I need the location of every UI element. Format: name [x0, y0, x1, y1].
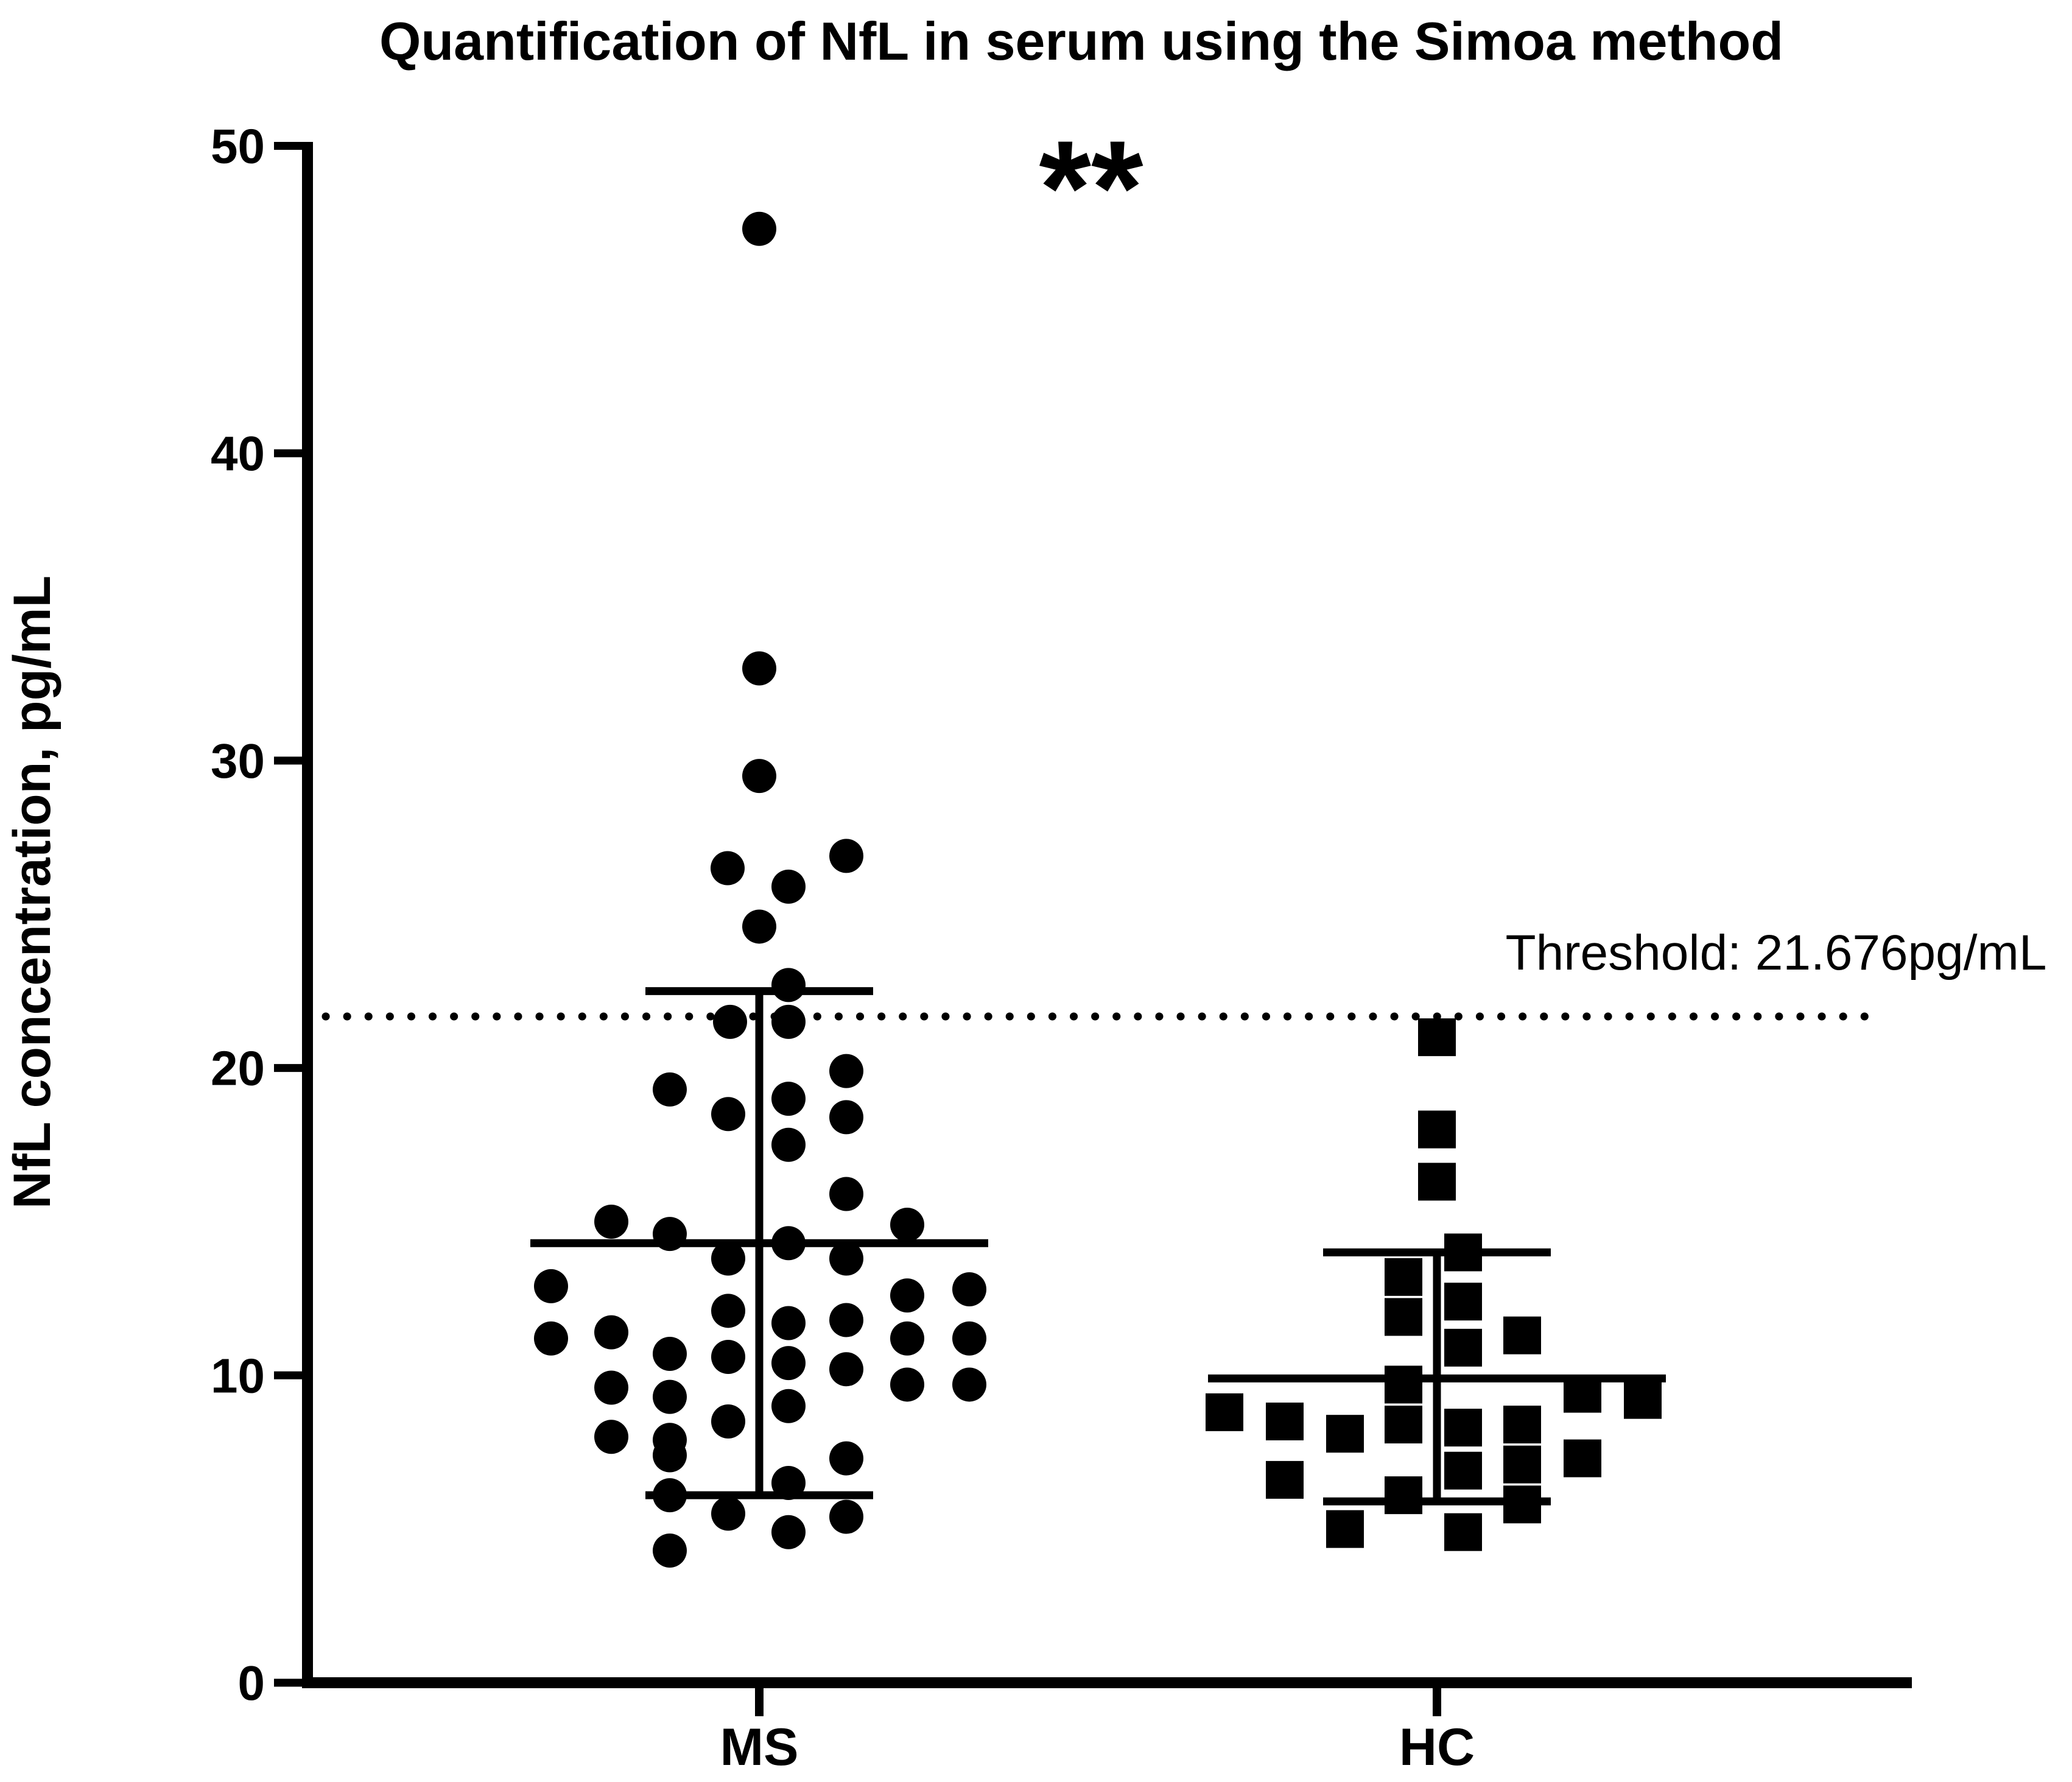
- significance-stars: **: [1039, 113, 1143, 262]
- y-axis-tick-label: 10: [211, 1348, 265, 1403]
- data-point-circle-MS: [829, 1303, 863, 1337]
- data-point-circle-MS: [829, 839, 863, 873]
- data-point-circle-MS: [890, 1321, 924, 1356]
- data-point-circle-MS: [952, 1272, 986, 1306]
- data-point-circle-MS: [771, 1127, 806, 1162]
- data-point-circle-MS: [713, 1004, 747, 1039]
- data-point-circle-MS: [829, 1054, 863, 1088]
- data-point-square-HC: [1564, 1439, 1601, 1477]
- data-point-circle-MS: [829, 1352, 863, 1387]
- data-point-circle-MS: [771, 1306, 806, 1340]
- data-point-circle-MS: [711, 1340, 745, 1375]
- data-point-square-HC: [1444, 1328, 1482, 1367]
- threshold-label: Threshold: 21.676pg/mL: [1506, 925, 2047, 981]
- data-point-square-HC: [1444, 1233, 1482, 1272]
- data-point-square-HC: [1564, 1375, 1601, 1413]
- data-point-circle-MS: [890, 1207, 924, 1242]
- data-point-square-HC: [1624, 1381, 1662, 1419]
- data-point-square-HC: [1444, 1283, 1482, 1321]
- data-points-layer: [534, 211, 1662, 1568]
- data-point-circle-MS: [742, 909, 776, 944]
- data-point-circle-MS: [653, 1533, 687, 1568]
- data-point-circle-MS: [771, 1515, 806, 1549]
- data-point-circle-MS: [829, 1241, 863, 1276]
- data-point-square-HC: [1418, 1163, 1456, 1201]
- data-point-square-HC: [1444, 1513, 1482, 1551]
- data-point-circle-MS: [771, 1226, 806, 1261]
- data-point-square-HC: [1206, 1393, 1243, 1431]
- data-point-circle-MS: [890, 1278, 924, 1313]
- data-point-circle-MS: [653, 1072, 687, 1107]
- data-point-circle-MS: [711, 851, 745, 886]
- y-axis-tick-label: 20: [211, 1041, 265, 1096]
- data-point-circle-MS: [952, 1321, 986, 1356]
- data-point-square-HC: [1503, 1485, 1541, 1524]
- data-point-circle-MS: [594, 1204, 628, 1239]
- data-point-square-HC: [1385, 1365, 1422, 1404]
- data-point-square-HC: [1503, 1445, 1541, 1484]
- chart-title: Quantification of NfL in serum using the…: [379, 11, 1783, 71]
- data-point-square-HC: [1503, 1406, 1541, 1444]
- data-point-circle-MS: [653, 1438, 687, 1473]
- data-point-circle-MS: [829, 1441, 863, 1476]
- data-point-circle-MS: [771, 1346, 806, 1381]
- data-point-circle-MS: [771, 869, 806, 904]
- data-point-circle-MS: [742, 211, 776, 246]
- data-point-circle-MS: [771, 1389, 806, 1423]
- y-axis-tick-label: 40: [211, 426, 265, 481]
- data-point-circle-MS: [653, 1336, 687, 1371]
- data-point-square-HC: [1326, 1415, 1364, 1453]
- axes-layer: 0 10 20 30 40 50: [211, 119, 1912, 1716]
- y-axis-title: NfL concentration, pg/mL: [3, 576, 61, 1209]
- data-point-circle-MS: [594, 1315, 628, 1350]
- error-bars-layer: [530, 987, 1666, 1506]
- data-point-square-HC: [1503, 1316, 1541, 1354]
- data-point-circle-MS: [890, 1367, 924, 1402]
- y-axis-tick-label: 50: [211, 119, 265, 174]
- data-point-circle-MS: [829, 1499, 863, 1534]
- data-point-circle-MS: [534, 1321, 568, 1356]
- y-axis-tick-label: 0: [238, 1656, 265, 1710]
- data-point-circle-MS: [653, 1217, 687, 1252]
- data-point-circle-MS: [771, 1004, 806, 1039]
- data-point-circle-MS: [594, 1370, 628, 1405]
- data-point-circle-MS: [711, 1496, 745, 1531]
- y-axis-tick-label: 30: [211, 734, 265, 788]
- data-point-circle-MS: [594, 1420, 628, 1454]
- data-point-circle-MS: [711, 1241, 745, 1276]
- data-point-circle-MS: [771, 1465, 806, 1500]
- data-point-circle-MS: [711, 1097, 745, 1132]
- data-point-square-HC: [1418, 1018, 1456, 1057]
- data-point-circle-MS: [534, 1269, 568, 1303]
- x-category-label-hc: HC: [1399, 1718, 1475, 1777]
- data-point-square-HC: [1444, 1451, 1482, 1490]
- data-point-circle-MS: [653, 1379, 687, 1414]
- data-point-square-HC: [1326, 1510, 1364, 1548]
- data-point-circle-MS: [711, 1294, 745, 1328]
- data-point-square-HC: [1266, 1460, 1304, 1499]
- data-point-square-HC: [1385, 1298, 1422, 1336]
- data-point-circle-MS: [829, 1177, 863, 1211]
- data-point-circle-MS: [829, 1100, 863, 1135]
- data-point-square-HC: [1418, 1110, 1456, 1149]
- data-point-square-HC: [1385, 1476, 1422, 1515]
- data-point-circle-MS: [952, 1367, 986, 1402]
- data-point-circle-MS: [711, 1404, 745, 1439]
- data-point-circle-MS: [742, 759, 776, 794]
- data-point-square-HC: [1266, 1403, 1304, 1441]
- data-point-circle-MS: [771, 968, 806, 1002]
- x-category-label-ms: MS: [720, 1718, 799, 1777]
- data-point-circle-MS: [653, 1478, 687, 1513]
- data-point-square-HC: [1444, 1409, 1482, 1447]
- data-point-square-HC: [1385, 1406, 1422, 1444]
- data-point-circle-MS: [742, 651, 776, 686]
- data-point-circle-MS: [771, 1082, 806, 1116]
- data-point-square-HC: [1385, 1258, 1422, 1296]
